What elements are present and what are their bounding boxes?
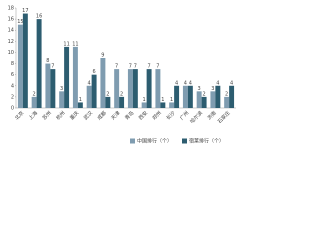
bar [146, 69, 152, 108]
bar [119, 96, 125, 108]
x-tick-label: 长沙 [165, 110, 177, 122]
bar [86, 85, 92, 108]
value-label: 1 [79, 97, 82, 103]
bar [31, 96, 37, 108]
value-label: 2 [120, 91, 123, 97]
value-label: 4 [175, 80, 178, 86]
legend-label: 宿莱排行（个） [189, 138, 224, 145]
value-label: 3 [198, 86, 201, 92]
bar [160, 102, 166, 108]
x-tick-label: 广州 [178, 110, 190, 122]
bar [50, 69, 56, 108]
x-tick-label: 杭州 [55, 110, 67, 122]
y-tick-label: 12 [8, 39, 14, 45]
x-tick-label: 天津 [110, 110, 122, 122]
legend-label: 中国排行（个） [137, 138, 172, 145]
legend-swatch [130, 138, 135, 144]
x-tick-label: 成都 [96, 110, 108, 122]
bar [201, 96, 207, 108]
value-label: 1 [170, 97, 173, 103]
y-tick-label: 0 [11, 106, 14, 112]
bar [64, 46, 70, 108]
value-label: 16 [36, 14, 42, 20]
bar [169, 102, 175, 108]
bar [182, 85, 188, 108]
value-label: 2 [225, 91, 228, 97]
bar [224, 96, 230, 108]
value-label: 7 [115, 64, 118, 70]
chart: 024681012141618北京1517上海216苏州87杭州311重庆111… [8, 6, 236, 145]
x-tick-label: 武汉 [82, 110, 94, 122]
value-label: 2 [33, 91, 36, 97]
x-tick-label: 石家庄 [216, 110, 232, 126]
bar [77, 102, 83, 108]
x-tick-label: 青岛 [123, 110, 135, 122]
value-label: 7 [148, 64, 151, 70]
y-tick-label: 6 [11, 72, 14, 78]
value-label: 3 [60, 86, 63, 92]
x-tick-label: 苏州 [41, 110, 53, 122]
value-label: 4 [230, 80, 233, 86]
value-label: 4 [189, 80, 192, 86]
bar [45, 63, 51, 108]
bar [17, 24, 23, 109]
bar [100, 58, 106, 108]
value-label: 15 [17, 19, 23, 25]
value-label: 7 [129, 64, 132, 70]
value-label: 3 [211, 86, 214, 92]
x-tick-label: 哈尔滨 [189, 110, 205, 126]
value-label: 2 [203, 91, 206, 97]
value-label: 8 [46, 58, 49, 64]
x-tick-label: 上海 [27, 110, 39, 122]
bar [174, 85, 180, 108]
y-tick-label: 2 [11, 94, 14, 100]
value-label: 7 [134, 64, 137, 70]
x-tick-label: 济南 [206, 110, 218, 122]
value-label: 11 [63, 41, 69, 47]
bar [196, 91, 202, 108]
bar [36, 19, 42, 108]
bar [187, 85, 193, 108]
bar [59, 91, 65, 108]
x-tick-label: 郑州 [151, 110, 163, 122]
bar [155, 69, 161, 108]
bar [105, 96, 111, 108]
bar [210, 91, 216, 108]
y-tick-label: 8 [11, 61, 14, 67]
value-label: 7 [156, 64, 159, 70]
y-tick-label: 18 [8, 6, 14, 12]
bar [22, 13, 28, 108]
value-label: 1 [161, 97, 164, 103]
bar [215, 85, 221, 108]
legend-swatch [182, 138, 187, 144]
value-label: 4 [184, 80, 187, 86]
value-label: 11 [72, 41, 78, 47]
bar [141, 102, 147, 108]
value-label: 17 [22, 8, 28, 14]
value-label: 6 [93, 69, 96, 75]
bar [132, 69, 138, 108]
y-tick-label: 16 [8, 17, 14, 23]
x-tick-label: 北京 [13, 110, 25, 122]
y-tick-label: 14 [8, 28, 14, 34]
y-tick-label: 10 [8, 50, 14, 56]
value-label: 9 [101, 53, 104, 59]
value-label: 4 [216, 80, 219, 86]
bar [72, 46, 78, 108]
bar [229, 85, 235, 108]
bar [91, 74, 97, 108]
value-label: 7 [51, 64, 54, 70]
x-tick-label: 西安 [137, 110, 149, 122]
x-tick-label: 重庆 [68, 110, 80, 122]
value-label: 4 [88, 80, 91, 86]
y-tick-label: 4 [11, 83, 14, 89]
value-label: 2 [106, 91, 109, 97]
bar [114, 69, 120, 108]
bar [127, 69, 133, 108]
value-label: 1 [143, 97, 146, 103]
